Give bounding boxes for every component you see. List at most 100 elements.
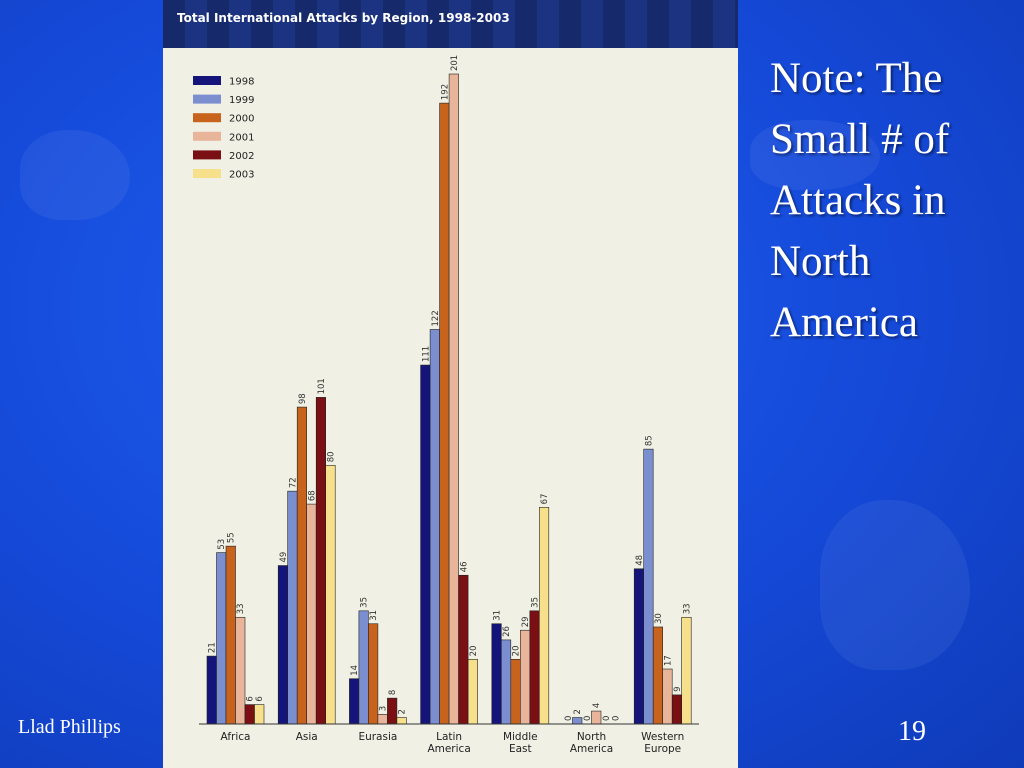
bar-eurasia-1998	[349, 678, 360, 725]
value-label-western-europe-2001: 17	[663, 655, 673, 666]
value-label-north-america-1998: 0	[564, 716, 574, 721]
author-name: Llad Phillips	[18, 716, 121, 738]
bar-asia-2000	[296, 406, 307, 725]
bar-africa-2003	[254, 704, 265, 725]
page-number: 19	[898, 716, 926, 747]
bar-eurasia-2003	[396, 717, 407, 725]
bar-middle-east-1999	[500, 639, 512, 725]
world-map-shape	[20, 130, 130, 220]
world-map-shape	[820, 500, 970, 670]
value-label-africa-2002: 6	[246, 696, 256, 701]
bar-latin-america-2000	[439, 102, 450, 725]
value-label-eurasia-1999: 35	[360, 597, 370, 608]
bar-latin-america-1998	[420, 364, 431, 725]
value-label-asia-2002: 101	[317, 378, 327, 394]
bar-western-europe-1998	[633, 568, 645, 725]
category-label-africa: Africa	[221, 731, 251, 743]
bar-africa-2001	[235, 616, 246, 725]
value-label-middle-east-1999: 26	[502, 626, 512, 637]
value-label-western-europe-1999: 85	[644, 435, 654, 446]
legend-swatch-2002	[193, 150, 221, 160]
value-label-middle-east-1998: 31	[493, 610, 503, 621]
value-label-latin-america-2003: 20	[469, 645, 479, 656]
value-label-asia-1998: 49	[279, 552, 289, 563]
bar-asia-1998	[277, 565, 288, 725]
category-label-north-america: America	[570, 743, 613, 755]
value-label-asia-2001: 68	[307, 490, 317, 501]
value-label-north-america-2003: 0	[611, 716, 621, 721]
value-label-eurasia-2003: 2	[398, 709, 408, 714]
value-label-western-europe-2002: 9	[673, 686, 683, 691]
value-label-africa-2000: 55	[227, 532, 237, 543]
bar-asia-2001	[306, 503, 317, 725]
category-label-middle-east: East	[509, 743, 532, 755]
value-label-latin-america-2002: 46	[459, 561, 469, 572]
bar-eurasia-2000	[368, 623, 379, 725]
world-map-shape	[750, 120, 880, 190]
value-label-eurasia-1998: 14	[350, 665, 360, 676]
bar-asia-2002	[315, 397, 326, 725]
legend-label-2001: 2001	[229, 132, 254, 143]
bar-western-europe-2000	[652, 626, 664, 725]
legend-swatch-2001	[193, 131, 221, 141]
bar-western-europe-1999	[643, 448, 654, 725]
bar-eurasia-2001	[377, 713, 388, 725]
bar-africa-2000	[225, 545, 236, 725]
bar-eurasia-2002	[387, 697, 398, 725]
bar-africa-1999	[216, 552, 227, 725]
bar-middle-east-2000	[510, 659, 521, 725]
value-label-latin-america-2001: 201	[450, 55, 460, 71]
legend-swatch-2003	[193, 169, 221, 178]
value-label-middle-east-2002: 35	[531, 597, 541, 608]
value-label-africa-1998: 21	[208, 642, 218, 653]
value-label-latin-america-1998: 111	[421, 346, 431, 362]
bar-asia-1999	[287, 490, 298, 725]
bar-middle-east-1998	[491, 623, 502, 725]
value-label-asia-2003: 80	[326, 451, 336, 462]
value-label-north-america-2001: 4	[592, 703, 602, 708]
category-label-latin-america: America	[427, 743, 470, 755]
value-label-latin-america-1999: 122	[431, 310, 441, 326]
value-label-eurasia-2000: 31	[369, 610, 379, 621]
bar-africa-2002	[244, 704, 255, 725]
legend-swatch-1999	[193, 94, 221, 104]
category-label-north-america: North	[577, 731, 606, 743]
value-label-africa-2003: 6	[255, 696, 265, 701]
chart-title-bar: Total International Attacks by Region, 1…	[163, 0, 738, 48]
category-label-latin-america: Latin	[436, 731, 462, 743]
value-label-middle-east-2003: 67	[540, 494, 550, 505]
legend-swatch-1998	[193, 76, 221, 85]
value-label-africa-1999: 53	[217, 539, 227, 550]
legend-label-2003: 2003	[229, 170, 254, 181]
category-label-western-europe: Western	[641, 731, 684, 743]
legend-swatch-2000	[193, 113, 221, 123]
category-label-middle-east: Middle	[503, 731, 538, 743]
bar-latin-america-1999	[429, 329, 440, 725]
bar-middle-east-2003	[538, 507, 550, 725]
bar-north-america-1999	[572, 717, 583, 725]
bar-latin-america-2002	[458, 574, 469, 725]
bar-latin-america-2001	[448, 73, 459, 725]
bar-north-america-2001	[591, 710, 602, 725]
value-label-eurasia-2002: 8	[388, 690, 398, 695]
bar-middle-east-2001	[519, 629, 531, 725]
chart-panel: Total International Attacks by Region, 1…	[163, 0, 738, 768]
bar-asia-2003	[325, 464, 336, 725]
legend-label-2000: 2000	[229, 114, 254, 125]
category-label-asia: Asia	[296, 731, 318, 743]
bar-western-europe-2002	[671, 694, 683, 725]
bar-middle-east-2002	[529, 610, 540, 725]
bar-western-europe-2001	[662, 668, 673, 725]
value-label-north-america-2000: 0	[583, 716, 593, 721]
value-label-middle-east-2001: 29	[521, 616, 531, 627]
value-label-latin-america-2000: 192	[440, 84, 450, 100]
value-label-africa-2001: 33	[236, 603, 246, 614]
category-label-western-europe: Europe	[644, 743, 681, 755]
value-label-north-america-1999: 2	[573, 709, 583, 714]
value-label-western-europe-2000: 30	[654, 613, 664, 624]
value-label-western-europe-1998: 48	[635, 555, 645, 566]
legend-label-2002: 2002	[229, 151, 254, 162]
bar-africa-1998	[206, 655, 217, 725]
note-text: Note: The Small # of Attacks in North Am…	[770, 55, 950, 346]
